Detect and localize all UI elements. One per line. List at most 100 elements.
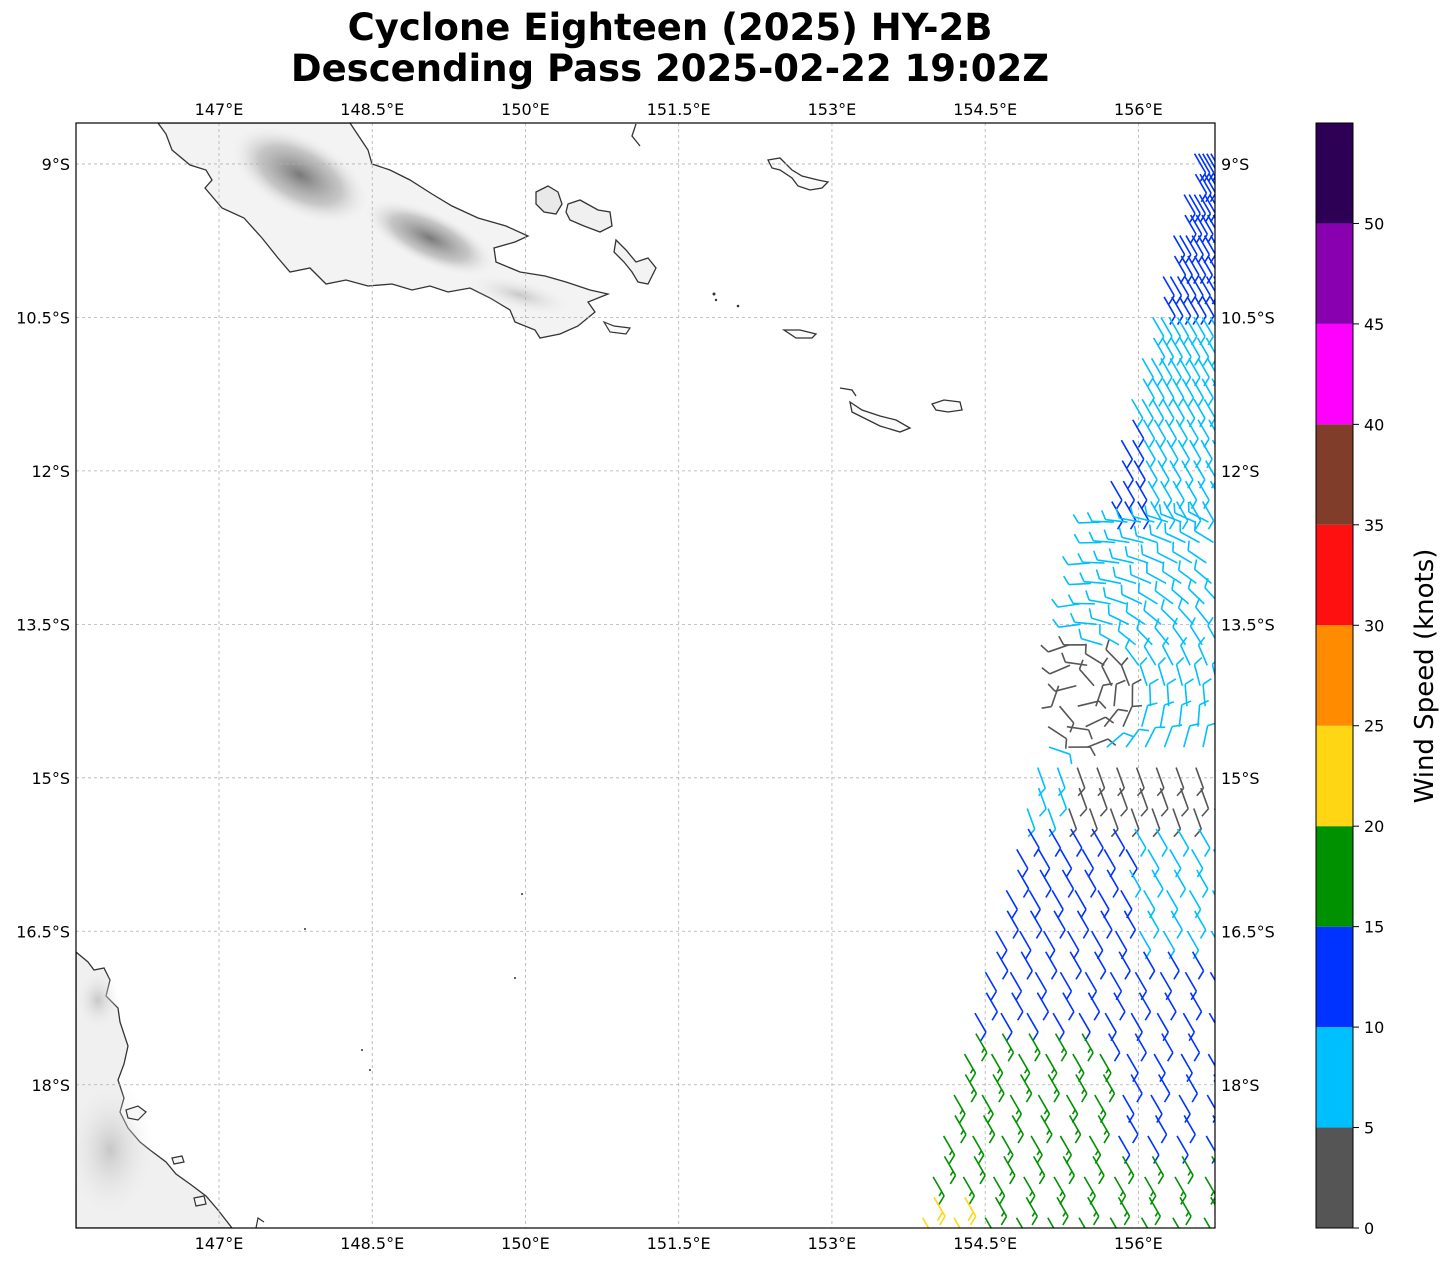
colorbar-bin — [1316, 323, 1353, 425]
lat-tick-label-right: 15°S — [1221, 769, 1260, 788]
wind-barb — [1087, 992, 1101, 1021]
wind-barb — [1034, 971, 1048, 1001]
wind-barb — [1075, 1074, 1088, 1103]
wind-barb — [1145, 460, 1158, 489]
wind-barb — [1160, 316, 1173, 346]
wind-barb — [1136, 619, 1153, 646]
wind-barb — [1184, 971, 1198, 1001]
wind-barb — [1016, 849, 1029, 878]
wind-barb — [1137, 582, 1158, 605]
wind-barb — [1095, 569, 1122, 585]
wind-barb — [1078, 659, 1095, 687]
wind-barb — [1009, 1094, 1023, 1123]
wind-barb — [1219, 215, 1230, 243]
wind-barb — [1087, 1196, 1100, 1226]
wind-barb — [1200, 439, 1213, 469]
wind-barb — [1078, 1217, 1086, 1228]
lon-tick-label-bottom: 153°E — [808, 1234, 857, 1253]
wind-barb — [1108, 548, 1134, 564]
wind-barb — [1001, 1033, 1015, 1062]
lat-tick-label-left: 15°S — [31, 769, 70, 788]
colorbar: 0 5 10 15 20 25 30 35 40 45 50 Wind Speed (knots) — [1315, 122, 1440, 1238]
wind-barb — [1119, 787, 1129, 817]
wind-barb — [1175, 656, 1185, 686]
wind-barb — [1048, 828, 1062, 857]
wind-barb — [1189, 214, 1203, 244]
wind-barb — [1040, 1115, 1053, 1144]
wind-barb — [1147, 1135, 1160, 1164]
wind-barb — [1029, 910, 1043, 939]
wind-barb — [1198, 828, 1211, 857]
colorbar-tick-label: 40 — [1364, 415, 1384, 434]
wind-barb — [1148, 678, 1159, 707]
wind-barb — [1118, 527, 1144, 544]
wind-barb — [1164, 523, 1186, 544]
wind-barb — [1113, 679, 1126, 707]
lon-tick-label-top: 154.5°E — [953, 100, 1017, 119]
wind-barb — [1216, 993, 1227, 1021]
north-islet — [631, 123, 641, 147]
lat-tick-label-left: 12°S — [31, 462, 70, 481]
wind-barb — [1079, 572, 1107, 585]
misima-island — [781, 329, 818, 339]
wind-barb — [1084, 643, 1105, 666]
wind-barb — [1047, 1217, 1055, 1228]
wind-barb — [1103, 708, 1128, 728]
wind-barb — [1220, 195, 1231, 223]
wind-barb — [1069, 612, 1097, 626]
wind-barb — [1005, 889, 1019, 919]
gridlines — [76, 123, 1215, 1228]
wind-barb — [1101, 657, 1113, 687]
lat-tick-label-left: 9°S — [42, 155, 70, 174]
colorbar-tick-label: 45 — [1364, 315, 1384, 334]
lat-tick-label-right: 13.5°S — [1221, 615, 1275, 634]
wind-barb — [1174, 1176, 1187, 1205]
wind-barb — [1155, 767, 1165, 797]
colorbar-tick-label: 20 — [1364, 817, 1384, 836]
wind-barb — [1076, 910, 1090, 939]
axis-ticks: 147°E 147°E 148.5°E 148.5°E 150°E 150°E 151.5°… — [16, 100, 1275, 1253]
wind-barb — [1000, 1012, 1013, 1042]
wind-barb — [1128, 869, 1142, 898]
wind-barb — [921, 1217, 930, 1228]
wind-barb — [1081, 1033, 1094, 1062]
wind-barb — [1173, 502, 1196, 523]
wind-barb — [1120, 439, 1134, 469]
wind-barb — [1040, 644, 1070, 653]
wind-barb — [1156, 542, 1178, 564]
wind-barb — [1170, 337, 1183, 366]
wind-barb — [1006, 910, 1019, 939]
wind-barb — [1132, 439, 1145, 469]
wind-barb — [964, 1074, 978, 1103]
trobriand-islands — [767, 157, 830, 191]
wind-barb — [1179, 337, 1192, 366]
wind-barb — [1112, 566, 1137, 585]
wind-barb — [1206, 1094, 1215, 1123]
wind-barb — [1193, 255, 1207, 285]
wind-barb — [1191, 849, 1204, 878]
wind-barb — [1217, 358, 1228, 386]
colorbar-bin — [1316, 223, 1353, 324]
wind-barb — [1100, 910, 1113, 939]
wind-barb — [1194, 910, 1207, 939]
wind-barb — [992, 1176, 1006, 1205]
wind-barb — [1026, 808, 1036, 838]
wind-barb — [1197, 699, 1210, 727]
wind-barb — [1077, 553, 1105, 564]
wind-barb — [1194, 597, 1210, 625]
wind-barb — [1097, 1115, 1110, 1144]
wind-barb — [1062, 575, 1091, 586]
colorbar-bin — [1316, 424, 1353, 525]
wind-barb — [1159, 971, 1173, 1001]
wind-barb — [990, 1053, 1004, 1083]
wind-barb — [1017, 869, 1030, 898]
wind-barb — [1139, 787, 1149, 817]
wind-barb — [1101, 510, 1128, 523]
wind-barb — [1085, 590, 1111, 605]
wind-barb — [1122, 704, 1142, 727]
wind-barb — [1148, 1196, 1161, 1226]
wind-barb — [975, 1033, 988, 1062]
wind-barb — [1209, 194, 1215, 222]
wind-barb — [1195, 214, 1209, 244]
wind-barb — [1062, 992, 1075, 1021]
